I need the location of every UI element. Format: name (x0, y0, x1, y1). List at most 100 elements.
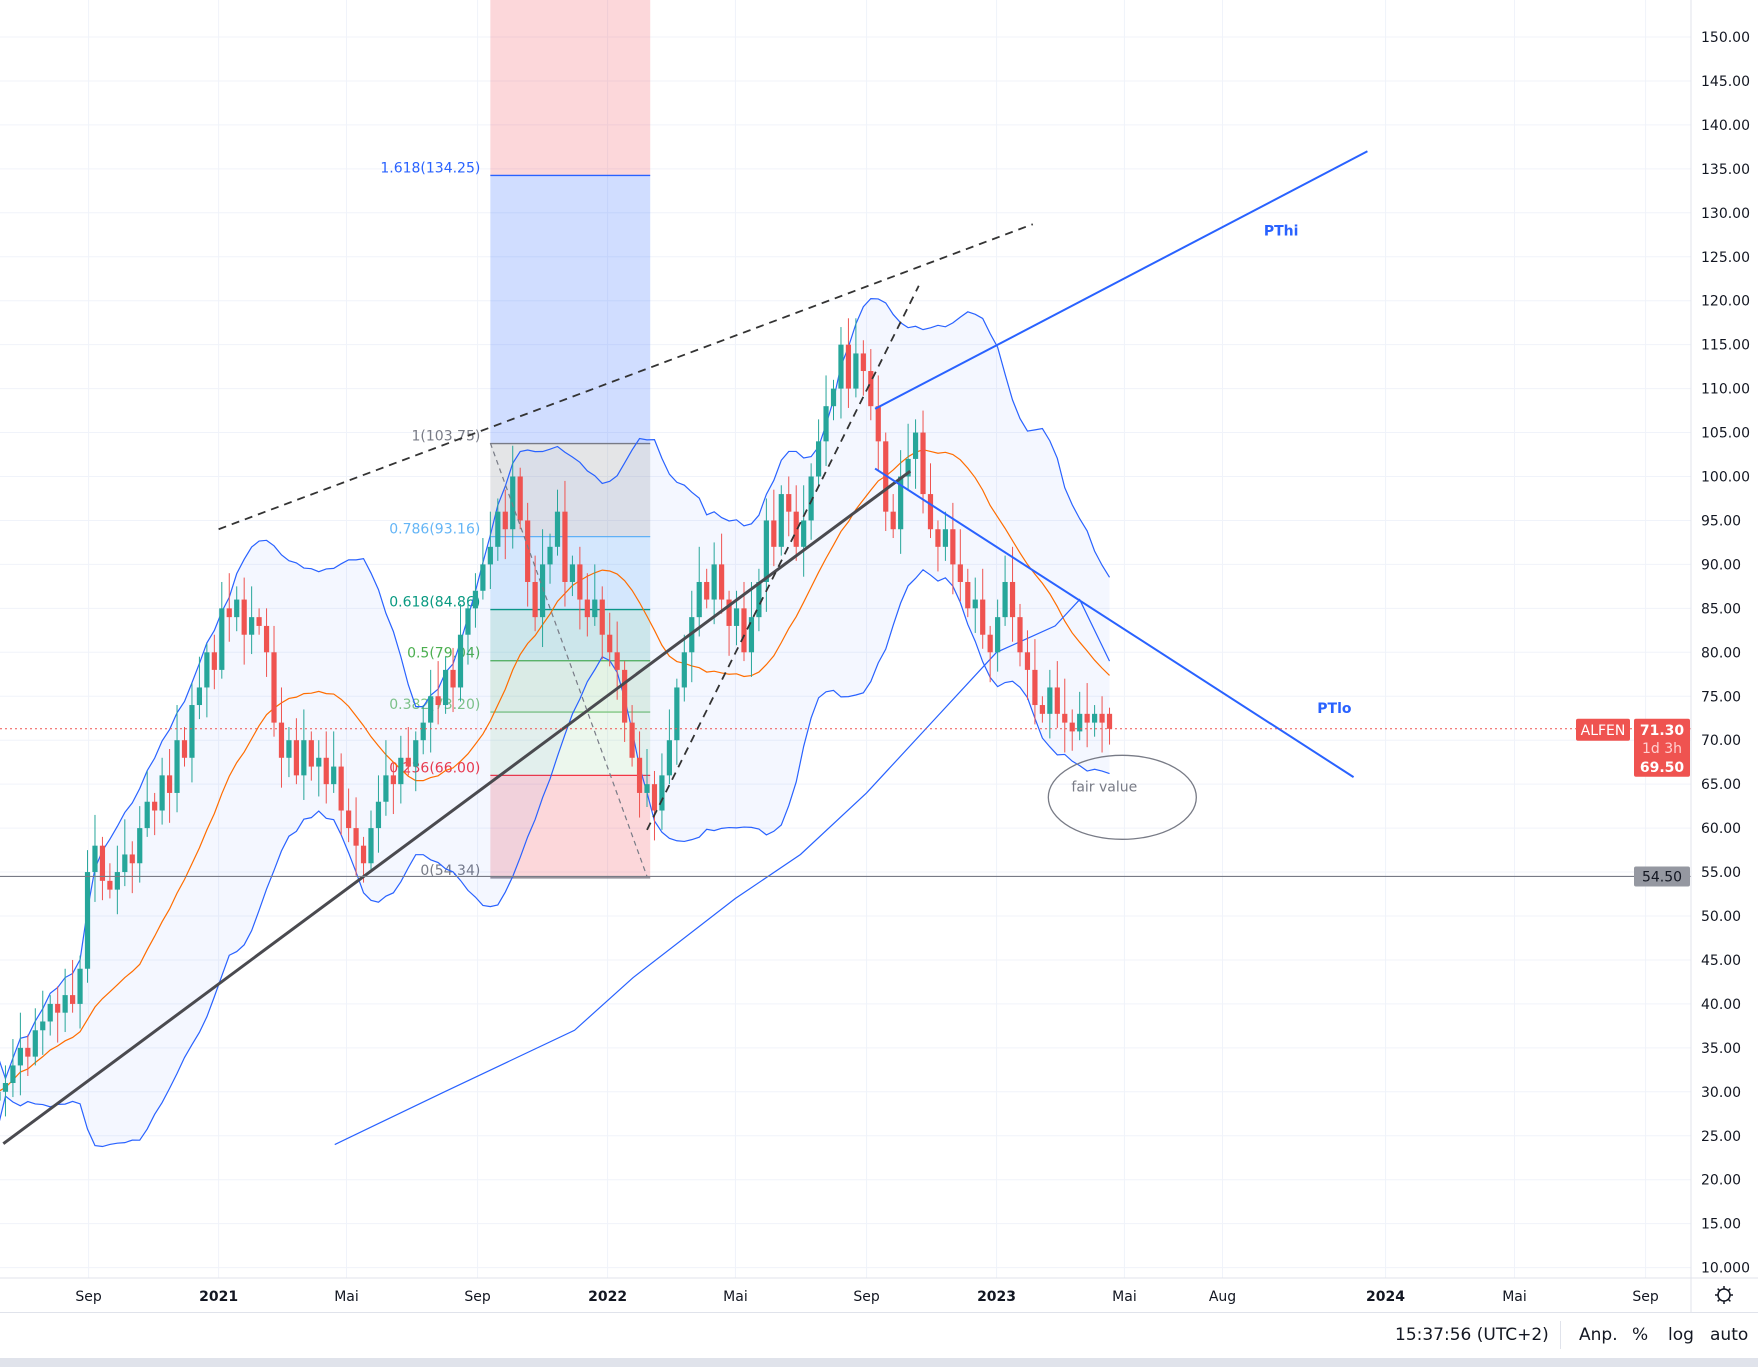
candle-body (659, 775, 665, 811)
candle-body (1099, 713, 1105, 723)
candle-body (331, 766, 337, 785)
candle (905, 423, 911, 491)
candle-body (1039, 705, 1045, 714)
candle (1062, 678, 1068, 753)
price-axis-label: 60.00 (1701, 821, 1741, 837)
candle-body (584, 599, 590, 618)
candle-body (129, 854, 135, 864)
candle (69, 959, 76, 1013)
candle (838, 327, 844, 419)
candle (390, 762, 396, 815)
fib-level-label: 0.786(93.16) (389, 522, 480, 538)
candle-body (771, 520, 777, 547)
candle-body (1017, 617, 1023, 653)
candle-body (577, 564, 583, 600)
bollinger-upper-line (0, 298, 1111, 1081)
candle-body (823, 406, 829, 442)
candle (383, 740, 389, 816)
candle (472, 573, 479, 628)
candle (957, 529, 963, 602)
candle-body (47, 1003, 53, 1022)
candle-body (704, 581, 710, 600)
candle (398, 735, 404, 804)
pthi-label: PThi (1264, 224, 1299, 240)
fib-level-label: 1(103.75) (412, 429, 481, 445)
candle (92, 814, 98, 902)
candle-body (756, 581, 762, 618)
candle-body (1084, 713, 1090, 723)
candle (972, 577, 978, 633)
price-axis-label: 120.00 (1701, 294, 1750, 310)
price-axis-label: 140.00 (1701, 118, 1750, 134)
time-axis (0, 1278, 1758, 1312)
candle (47, 995, 53, 1036)
candle (0, 1091, 1, 1101)
candle (815, 419, 822, 486)
candle (756, 568, 762, 632)
candle-body (554, 511, 561, 547)
log-toggle[interactable]: log (1668, 1325, 1694, 1345)
candle-body (293, 740, 299, 776)
candle (793, 485, 799, 561)
candle-body (278, 722, 285, 758)
candle (144, 770, 150, 837)
candle (286, 727, 292, 778)
gear-tooth (1727, 1298, 1731, 1302)
candle (525, 502, 531, 607)
candle (763, 498, 769, 612)
candle-body (249, 617, 255, 635)
candle-body (40, 1021, 46, 1031)
candle (420, 705, 426, 755)
candle (1024, 630, 1031, 700)
price-axis-label: 100.00 (1701, 470, 1750, 486)
percent-toggle[interactable]: % (1632, 1325, 1649, 1345)
candle (920, 410, 926, 514)
candle-body (890, 511, 896, 530)
price-axis-label: 55.00 (1701, 865, 1741, 881)
time-axis-label: 2021 (199, 1289, 238, 1305)
candle-body (495, 511, 501, 547)
candle (2, 1065, 9, 1117)
auto-toggle[interactable]: auto (1710, 1325, 1749, 1345)
horizontal-level-price-tag (1634, 866, 1690, 887)
time-axis-label: Mai (723, 1289, 748, 1305)
candle-body (957, 564, 963, 582)
support-trendline (2, 470, 912, 1145)
candle-body (801, 520, 807, 547)
candle (181, 727, 188, 767)
fib-level-label: 0.382(73.20) (389, 697, 480, 713)
candle-body (965, 581, 971, 609)
candle (211, 634, 217, 690)
settings-gear-icon[interactable] (1715, 1286, 1733, 1304)
price-axis-label: 30.00 (1701, 1085, 1741, 1101)
candle-body (786, 494, 792, 512)
candle (1077, 691, 1083, 741)
price-chart[interactable]: 1.618(134.25) 1(103.75) 0.786(93.16) 0.618(… (0, 0, 1758, 1312)
fib-level-label: 1.618(134.25) (380, 160, 480, 176)
candle (465, 599, 471, 665)
candle-body (1047, 687, 1053, 714)
candle-body (793, 511, 799, 547)
candle-body (465, 608, 471, 635)
candle (771, 489, 777, 567)
candle (510, 445, 516, 549)
candle (823, 375, 829, 466)
candle (256, 608, 262, 635)
horizontal-level-price-text: 54.50 (1642, 869, 1682, 885)
candle-body (2, 1083, 9, 1092)
candle (450, 647, 456, 713)
candle (189, 683, 195, 783)
candle-body (1054, 687, 1060, 714)
candle (666, 709, 672, 785)
candle (1069, 709, 1075, 751)
candle (1106, 707, 1113, 745)
symbol-tag-text: ALFEN (1581, 723, 1626, 739)
candle-body (390, 775, 396, 785)
adjust-toggle[interactable]: Anp. (1579, 1325, 1618, 1345)
candle-body (898, 476, 904, 530)
candle-body (383, 775, 389, 802)
candle-body (525, 520, 531, 582)
price-axis-label: 115.00 (1701, 338, 1750, 354)
candle-body (256, 617, 262, 626)
candle-body (502, 511, 508, 530)
